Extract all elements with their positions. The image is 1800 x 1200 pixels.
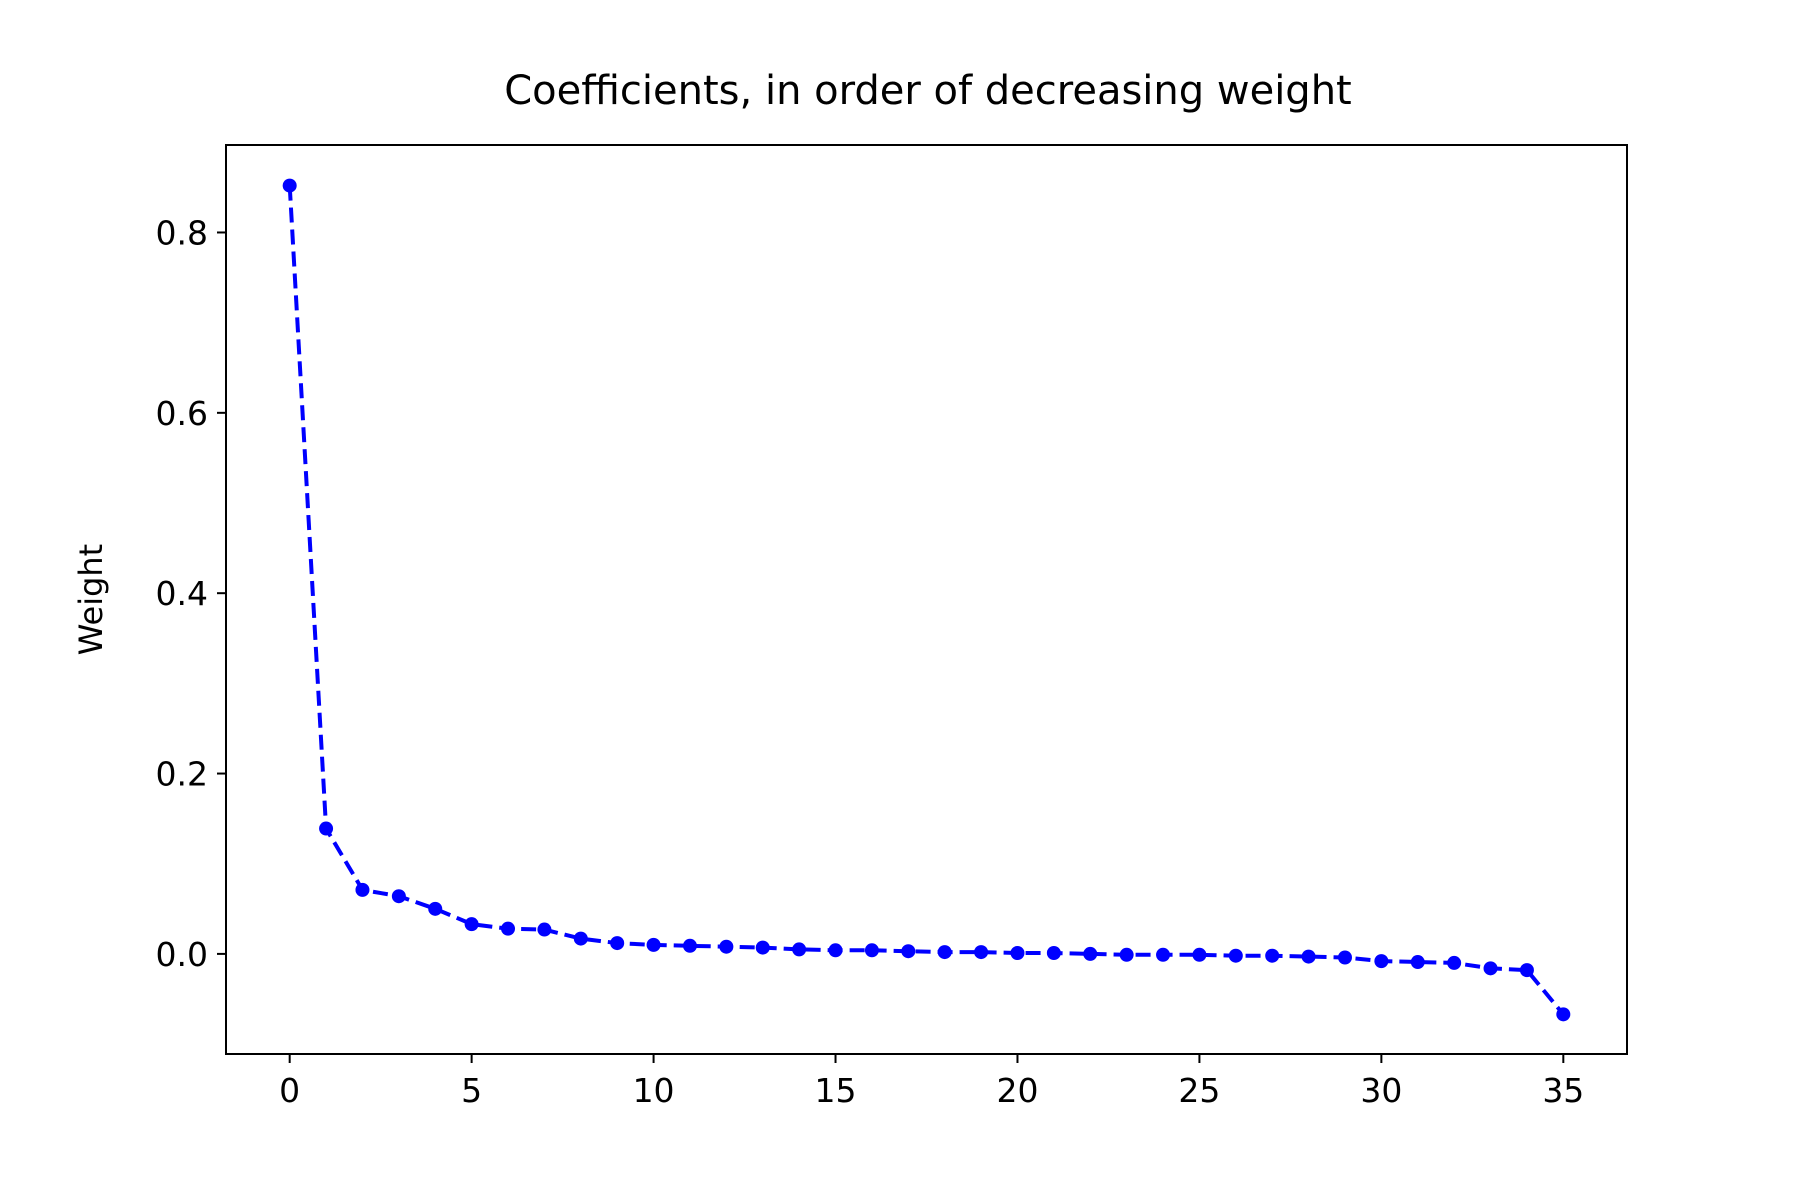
data-point [828, 943, 843, 958]
x-tick-label: 20 [996, 1071, 1038, 1110]
data-point [464, 917, 479, 932]
y-tick-label: 0.6 [156, 394, 208, 433]
data-point [1337, 950, 1352, 965]
data-point [1228, 948, 1243, 963]
data-point [1046, 946, 1061, 960]
data-point [1083, 946, 1098, 961]
chart-title: Coefficients, in order of decreasing wei… [504, 68, 1351, 114]
data-point [792, 942, 807, 957]
data-point [282, 178, 297, 193]
data-point [573, 931, 588, 946]
data-point [1519, 963, 1534, 978]
x-tick-label: 5 [461, 1071, 482, 1110]
x-tick-label: 30 [1360, 1071, 1402, 1110]
y-axis-ticks: 0.0 0.2 0.4 0.6 0.8 [156, 213, 226, 974]
data-point [901, 944, 916, 959]
data-point [646, 937, 661, 952]
data-point [537, 922, 552, 937]
x-tick-label: 25 [1178, 1071, 1220, 1110]
data-point [319, 821, 334, 836]
y-tick-label: 0.2 [156, 755, 208, 794]
data-point [755, 940, 770, 955]
series-layer [282, 178, 1571, 1022]
y-axis-label: Weight [72, 544, 110, 655]
data-point [682, 938, 697, 953]
data-point [501, 921, 516, 936]
y-tick-label: 0.4 [156, 574, 208, 613]
data-point [937, 945, 952, 960]
y-tick-label: 0.0 [156, 935, 208, 974]
x-tick-label: 15 [815, 1071, 857, 1110]
data-point [1192, 947, 1207, 962]
data-point [1556, 1007, 1571, 1022]
x-tick-label: 35 [1542, 1071, 1584, 1110]
data-point [1447, 955, 1462, 970]
data-point [1010, 946, 1025, 960]
data-point [1265, 948, 1280, 963]
x-axis-ticks: 0 5 10 15 20 25 30 35 [279, 1054, 1584, 1110]
data-point [864, 943, 879, 958]
data-point [428, 901, 443, 916]
data-point [1119, 947, 1134, 962]
data-point [1374, 954, 1389, 969]
data-point [355, 882, 370, 897]
data-point [1301, 949, 1316, 964]
data-point [391, 889, 406, 904]
x-tick-label: 0 [279, 1071, 300, 1110]
data-point [1156, 947, 1171, 962]
plot-area-frame [225, 144, 1628, 1055]
data-point [610, 936, 625, 951]
x-tick-label: 10 [633, 1071, 675, 1110]
data-point [719, 939, 734, 954]
data-point [974, 945, 989, 960]
y-tick-label: 0.8 [156, 213, 208, 252]
data-point [1410, 955, 1425, 970]
data-point [1483, 961, 1498, 976]
